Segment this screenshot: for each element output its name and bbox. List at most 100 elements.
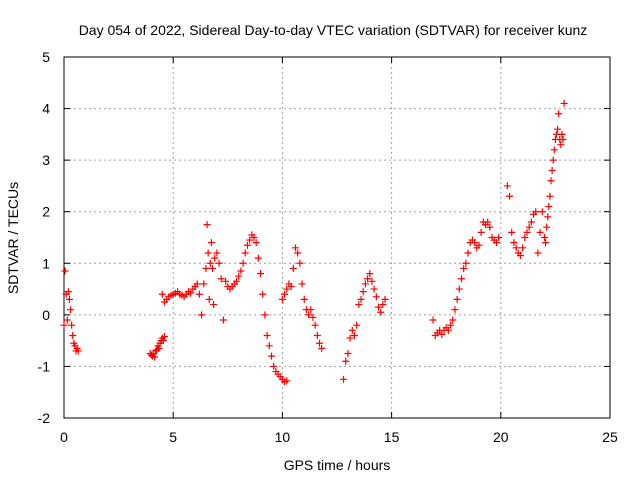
data-point — [74, 347, 82, 355]
data-point — [205, 295, 213, 303]
data-point — [202, 264, 210, 272]
data-point — [250, 234, 258, 241]
data-point — [348, 326, 356, 334]
data-point — [538, 208, 546, 216]
data-point — [492, 239, 500, 247]
data-point — [516, 252, 524, 260]
data-point — [554, 125, 562, 133]
data-point — [350, 331, 358, 339]
data-point — [68, 321, 76, 329]
data-point — [292, 244, 300, 252]
y-tick-label: 5 — [42, 49, 50, 65]
y-tick-label: 3 — [42, 152, 50, 168]
data-point — [547, 177, 555, 185]
series-4 — [340, 270, 389, 383]
data-point — [353, 321, 361, 329]
data-point — [211, 254, 219, 262]
data-point — [471, 239, 479, 247]
data-point — [235, 272, 243, 280]
data-point — [257, 270, 265, 278]
data-point — [67, 306, 75, 314]
data-point — [449, 316, 457, 324]
data-point — [536, 228, 544, 236]
data-points — [60, 99, 568, 386]
data-point — [187, 289, 195, 297]
data-point — [521, 234, 529, 241]
y-tick-label: -1 — [38, 358, 51, 374]
data-point — [287, 282, 295, 290]
data-point — [486, 223, 494, 231]
data-point — [311, 321, 319, 329]
data-point — [453, 295, 461, 303]
y-tick-label: 2 — [42, 204, 50, 220]
data-point — [207, 239, 215, 247]
data-point — [340, 375, 348, 383]
data-point — [159, 337, 167, 345]
data-point — [267, 352, 275, 360]
data-point — [464, 249, 472, 257]
chart-title: Day 054 of 2022, Sidereal Day-to-day VTE… — [79, 22, 588, 38]
data-point — [316, 339, 324, 347]
x-tick-label: 0 — [60, 429, 68, 445]
data-point — [219, 316, 227, 324]
series-0 — [60, 267, 82, 355]
data-point — [278, 295, 286, 303]
data-point — [239, 259, 247, 267]
data-point — [65, 295, 73, 303]
x-tick-label: 20 — [493, 429, 509, 445]
data-point — [447, 321, 455, 329]
data-point — [366, 270, 374, 278]
data-point — [254, 254, 262, 262]
data-point — [265, 342, 273, 350]
data-point — [346, 334, 354, 342]
data-point — [364, 275, 372, 283]
data-point — [534, 249, 542, 257]
axis-ticks — [63, 56, 611, 419]
data-point — [477, 228, 485, 236]
data-point — [484, 218, 492, 226]
series-1 — [146, 333, 168, 361]
data-point — [193, 280, 201, 288]
series-2 — [158, 221, 291, 386]
data-point — [63, 316, 71, 324]
data-point — [508, 228, 516, 236]
data-point — [283, 285, 291, 293]
data-point — [252, 239, 260, 247]
data-point — [523, 228, 531, 236]
data-point — [309, 313, 317, 321]
data-point — [527, 218, 535, 226]
data-point — [558, 130, 566, 138]
x-tick-label: 25 — [602, 429, 618, 445]
data-point — [438, 330, 446, 338]
data-point — [429, 316, 437, 324]
data-point — [206, 259, 214, 267]
data-point — [61, 267, 69, 275]
data-point — [381, 295, 389, 303]
data-point — [559, 136, 567, 144]
data-point — [241, 249, 249, 257]
x-axis-label: GPS time / hours — [284, 457, 391, 473]
y-tick-label: 0 — [42, 307, 50, 323]
data-point — [506, 192, 514, 200]
data-point — [222, 277, 230, 285]
data-point — [237, 267, 245, 275]
data-point — [155, 344, 163, 352]
data-point — [372, 293, 380, 301]
data-point — [204, 249, 212, 257]
data-point — [550, 146, 558, 154]
data-point — [203, 221, 211, 229]
data-point — [283, 377, 291, 385]
data-point — [503, 182, 511, 190]
data-point — [158, 290, 166, 298]
data-point — [281, 290, 289, 298]
data-point — [540, 234, 548, 241]
data-point — [451, 306, 459, 314]
data-point — [495, 234, 503, 241]
data-point — [296, 259, 304, 267]
x-tick-label: 5 — [169, 429, 177, 445]
data-point — [545, 203, 553, 211]
data-point — [361, 280, 369, 288]
data-point — [462, 259, 470, 267]
data-point — [377, 308, 385, 316]
